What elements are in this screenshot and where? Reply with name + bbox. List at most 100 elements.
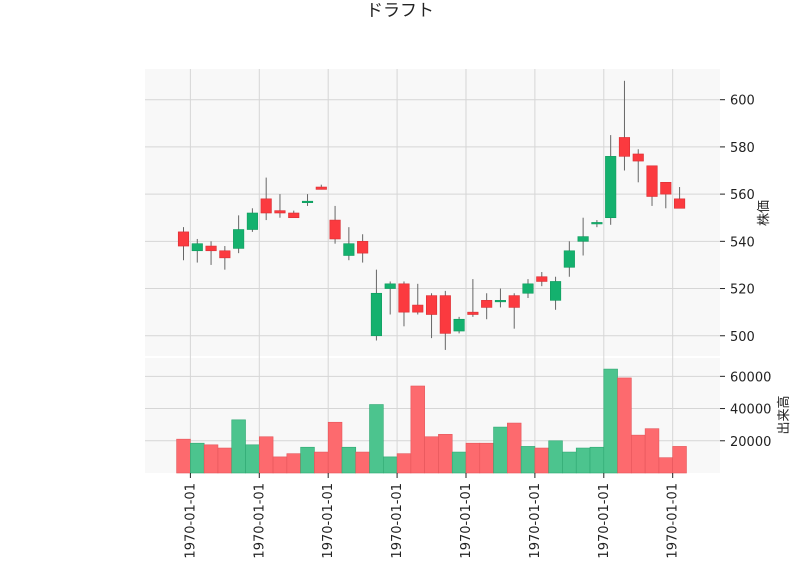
candle-body-up	[522, 283, 534, 294]
candle-body-down	[646, 165, 658, 197]
volume-bar-down	[272, 456, 288, 474]
candle-body-up	[453, 318, 465, 332]
price-tick-label: 500	[730, 330, 755, 345]
volume-axis-label: 出来高	[776, 395, 792, 434]
candle-body-up	[246, 212, 258, 230]
candle-body-up	[494, 300, 506, 303]
volume-bar-up	[231, 419, 246, 474]
x-tick-label: 1970-01-01	[321, 483, 336, 559]
volume-bar-up	[562, 451, 577, 474]
candle-body-up	[605, 156, 617, 219]
volume-tick-label: 60000	[730, 370, 771, 385]
x-axis-ticks: 1970-01-01 1970-01-01 1970-01-01 1970-01-01…	[183, 473, 681, 559]
x-tick-label: 1970-01-01	[459, 483, 474, 559]
volume-bar-up	[369, 404, 384, 474]
candle-body-down	[481, 300, 493, 308]
candle-body-down	[674, 198, 686, 209]
candle-body-down	[398, 283, 410, 313]
volume-bar-down	[410, 385, 425, 474]
candle-body-down	[536, 276, 548, 282]
x-tick-label: 1970-01-01	[390, 483, 405, 559]
candle-body-up	[233, 229, 245, 249]
volume-bar-down	[465, 442, 481, 474]
candle-body-up	[550, 281, 562, 301]
volume-bar-down	[438, 434, 453, 474]
candles	[177, 80, 686, 350]
volume-bar-down	[217, 447, 233, 474]
volume-bar-down	[355, 451, 370, 474]
candle-body-down	[632, 153, 644, 162]
volume-bar-up	[383, 456, 398, 474]
candle-body-down	[219, 250, 231, 259]
candle-body-up	[370, 292, 382, 337]
candle-body-down	[357, 241, 369, 254]
volume-bar-down	[203, 444, 219, 474]
volume-bar-up	[589, 446, 605, 474]
volume-bar-up	[548, 440, 563, 474]
volume-axis-ticks: 20000 40000 60000	[720, 370, 771, 450]
volume-tick-label: 20000	[730, 435, 771, 450]
candle-body-down	[274, 210, 286, 214]
volume-bar-up	[603, 368, 618, 474]
candle-body-down	[618, 137, 631, 157]
candle-body-down	[425, 295, 438, 315]
volume-bar-up	[341, 446, 357, 474]
x-tick-label: 1970-01-01	[183, 483, 198, 559]
x-tick-label: 1970-01-01	[252, 483, 267, 559]
volume-bar-down	[644, 428, 660, 474]
candle-body-down	[260, 198, 272, 214]
volume-bar-down	[424, 436, 439, 474]
candle-body-up	[384, 283, 396, 289]
price-axis-ticks: 500 520 540 560 580 600	[720, 94, 755, 345]
volume-bar-down	[672, 446, 687, 474]
candle-body-up	[591, 222, 603, 225]
price-tick-label: 560	[730, 188, 755, 203]
volume-bar-down	[658, 457, 673, 474]
volume-bar-up	[190, 442, 205, 474]
x-tick-label: 1970-01-01	[666, 483, 681, 559]
chart-title: ドラフト	[366, 1, 434, 21]
volume-bar-up	[451, 451, 467, 474]
candle-body-down	[315, 186, 327, 190]
candle-body-down	[508, 295, 520, 308]
volume-bar-down	[631, 434, 646, 474]
candle-body-down	[288, 212, 300, 219]
volume-bar-down	[534, 447, 549, 474]
price-tick-label: 540	[730, 235, 755, 250]
candle-body-down	[439, 295, 451, 334]
volume-bar-down	[286, 453, 301, 474]
candle-body-down	[660, 182, 672, 195]
volume-bar-down	[314, 451, 329, 474]
volume-bar-up	[575, 447, 591, 474]
volume-bars	[176, 368, 687, 474]
volume-bar-up	[520, 446, 536, 474]
candle-body-down	[205, 245, 217, 252]
candle-body-up	[563, 250, 575, 268]
candle-body-up	[301, 200, 314, 203]
candle-body-down	[329, 219, 341, 240]
price-axis-label: 株価	[757, 200, 772, 226]
volume-tick-label: 40000	[730, 403, 771, 418]
candle-body-up	[577, 236, 589, 242]
volume-bar-down	[176, 438, 191, 474]
volume-bar-up	[245, 444, 260, 474]
candle-body-up	[343, 243, 355, 256]
volume-bar-down	[507, 422, 522, 474]
volume-bar-up	[493, 426, 508, 474]
candle-body-down	[177, 231, 190, 247]
candle-body-down	[412, 304, 424, 313]
volume-bar-down	[327, 421, 343, 474]
price-tick-label: 580	[730, 141, 755, 156]
volume-bar-down	[479, 442, 494, 474]
candle-body-up	[191, 243, 203, 252]
volume-bar-down	[258, 436, 274, 474]
volume-bar-down	[396, 453, 412, 474]
candle-body-down	[467, 311, 479, 315]
price-tick-label: 520	[730, 283, 755, 298]
x-tick-label: 1970-01-01	[597, 483, 612, 559]
x-tick-label: 1970-01-01	[528, 483, 543, 559]
volume-bar-down	[617, 377, 632, 474]
price-tick-label: 600	[730, 94, 755, 109]
